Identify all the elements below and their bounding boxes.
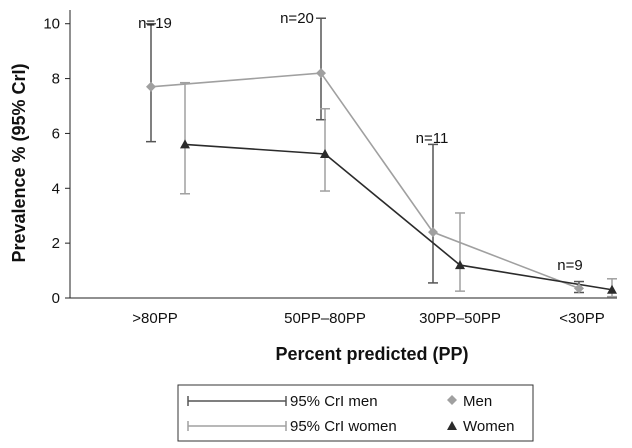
legend-label-women: Women: [463, 418, 514, 435]
series-line-men: [150, 72, 580, 290]
legend: 95% CrI men Men 95% CrI women Women: [177, 384, 534, 442]
y-tick-label: 0: [52, 290, 60, 307]
y-tick-label: 4: [52, 180, 60, 197]
x-axis-title: Percent predicted (PP): [275, 344, 468, 364]
sample-size-label: n=11: [416, 130, 449, 147]
data-point-men: [574, 283, 584, 294]
series-line-women: [184, 143, 613, 291]
legend-swatch-women: [447, 421, 457, 430]
legend-swatch-men: [447, 395, 457, 405]
legend-label-crl-women: 95% CrI women: [290, 418, 397, 435]
y-tick-label: 2: [52, 235, 60, 252]
plot-area: 0 2 4 6 8 10 >80PP 50PP–80PP 30PP–50PP <30PP n=19 n…: [43, 10, 617, 327]
x-tick-label: <30PP: [559, 310, 604, 327]
data-point-men: [146, 81, 156, 92]
x-tick-label: 50PP–80PP: [284, 310, 366, 327]
data-point-women: [607, 284, 617, 294]
y-axis-title: Prevalence % (95% CrI): [9, 63, 29, 262]
sample-size-label: n=19: [138, 15, 172, 32]
legend-label-crl-men: 95% CrI men: [290, 393, 378, 410]
y-tick-label: 10: [43, 16, 60, 33]
data-point-men: [316, 68, 326, 79]
sample-size-label: n=20: [280, 10, 314, 27]
x-tick-label: >80PP: [132, 310, 177, 327]
data-point-women: [320, 149, 330, 158]
legend-box: [177, 384, 534, 442]
x-tick-label: 30PP–50PP: [419, 310, 501, 327]
data-point-women: [180, 139, 190, 149]
y-tick-label: 8: [52, 71, 60, 88]
y-tick-label: 6: [52, 125, 60, 142]
sample-size-label: n=9: [557, 257, 582, 274]
data-point-women: [455, 260, 465, 270]
data-point-men: [428, 227, 438, 238]
legend-label-men: Men: [463, 393, 492, 410]
